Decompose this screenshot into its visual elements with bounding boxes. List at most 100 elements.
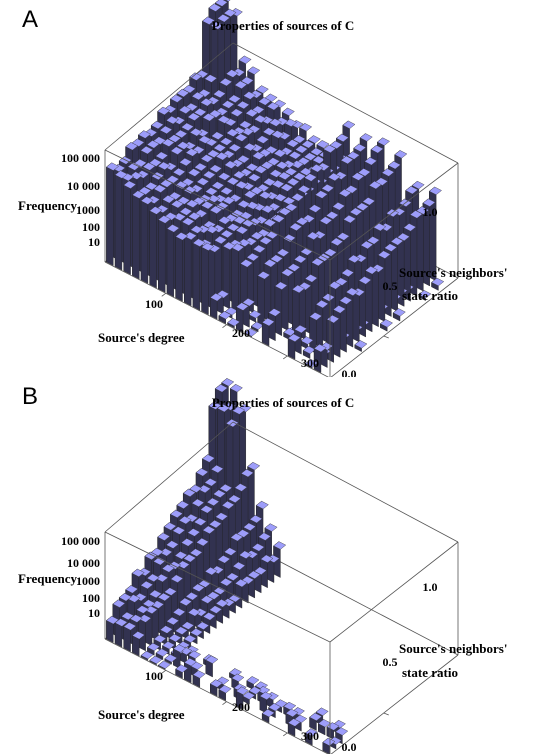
bar-top xyxy=(226,128,240,137)
bar-face xyxy=(261,322,270,347)
histogram-bar xyxy=(379,318,393,332)
bar-top xyxy=(183,231,197,241)
bar-top xyxy=(273,149,287,158)
bar-top xyxy=(317,719,331,728)
bar-top xyxy=(225,69,239,78)
panel-label: B xyxy=(22,383,39,410)
histogram-bar xyxy=(183,231,197,307)
bar-top xyxy=(262,177,276,187)
bar-top xyxy=(330,237,344,246)
bar-top xyxy=(370,145,384,154)
bar-top xyxy=(392,308,406,317)
histogram-bar xyxy=(227,317,241,329)
z-tick-label: 10 xyxy=(88,235,100,249)
bar-top xyxy=(319,216,333,225)
bar-top xyxy=(212,489,226,498)
bar-top xyxy=(341,268,355,277)
histogram-bar xyxy=(261,708,275,724)
bar-top xyxy=(197,484,211,494)
bar-top xyxy=(208,519,222,529)
y-axis-label-line2: state ratio xyxy=(402,288,458,303)
bar-top xyxy=(147,195,161,204)
bar-top xyxy=(229,668,243,677)
histogram-bar xyxy=(175,664,189,679)
bar-top xyxy=(230,209,244,218)
bar-top xyxy=(217,555,231,564)
histogram-bar xyxy=(114,170,128,271)
bar-top xyxy=(191,91,205,101)
histogram-bar xyxy=(123,180,137,275)
bar-top xyxy=(208,401,222,410)
bar-top xyxy=(132,631,145,640)
bar-top xyxy=(225,0,231,2)
bar-top xyxy=(214,384,228,393)
bar-top xyxy=(282,233,296,243)
bar-top xyxy=(176,500,190,509)
bar-top xyxy=(379,319,393,328)
bar-top xyxy=(217,115,231,124)
bar-top xyxy=(174,180,188,190)
bar-top xyxy=(237,238,251,247)
bar-top xyxy=(396,232,410,242)
histogram-bar xyxy=(205,655,219,678)
y-tick-label: 1.0 xyxy=(423,580,438,594)
bar-face xyxy=(106,620,114,643)
bar-top xyxy=(349,207,363,216)
x-tick-mark xyxy=(283,732,288,737)
z-tick-label: 100 000 xyxy=(61,151,100,165)
bar-top xyxy=(188,650,202,659)
bar-top xyxy=(283,701,297,711)
bar-top xyxy=(269,118,282,127)
bar-top xyxy=(170,146,184,155)
bar-top xyxy=(338,188,352,198)
bar-top xyxy=(218,216,232,225)
bar-top xyxy=(204,566,218,576)
bar-top xyxy=(163,522,177,531)
chart-title: Properties of sources of C xyxy=(212,395,355,410)
bar-top xyxy=(323,248,337,257)
bar-top xyxy=(140,196,154,205)
bar-face xyxy=(371,268,379,328)
bar-face xyxy=(294,329,302,355)
bar-face xyxy=(192,242,201,311)
bar-top xyxy=(310,164,324,173)
x-tick-label: 100 xyxy=(145,669,163,683)
bar-top xyxy=(294,324,308,334)
bar-top xyxy=(255,85,269,94)
bar-top xyxy=(192,670,206,679)
bar-top xyxy=(357,168,371,177)
bar-top xyxy=(273,541,287,550)
bar-top xyxy=(142,162,156,171)
bar-top xyxy=(235,180,249,190)
bar-top xyxy=(114,170,128,179)
bar-top xyxy=(168,633,182,643)
bar-top xyxy=(215,152,229,161)
bar-top xyxy=(230,533,244,542)
bar-top xyxy=(196,225,210,234)
bar-top xyxy=(247,66,261,75)
bar-top xyxy=(179,157,193,167)
bar-top xyxy=(211,565,225,574)
bar-top xyxy=(347,254,361,264)
bar-top xyxy=(200,595,214,604)
bar-top xyxy=(263,218,277,227)
bar-top xyxy=(200,98,214,107)
box-front-edges xyxy=(104,42,459,377)
bar-top xyxy=(255,500,269,510)
bar-top xyxy=(243,91,257,100)
bar-top xyxy=(221,500,235,510)
bar-top xyxy=(264,523,278,532)
bar-top xyxy=(332,305,346,314)
box-edge xyxy=(104,531,331,643)
histogram-bar xyxy=(114,618,128,648)
bar-top xyxy=(286,139,300,148)
bar-top xyxy=(294,145,308,154)
bar-top xyxy=(106,615,120,625)
bar-top xyxy=(377,250,391,259)
chart-panel-a: A Properties of sources of C 100 000 10 … xyxy=(18,0,507,377)
bar-top xyxy=(228,494,241,503)
bar-top xyxy=(187,608,201,617)
bar-top xyxy=(260,554,274,563)
bar-top xyxy=(228,94,241,103)
bar-top xyxy=(244,328,258,337)
